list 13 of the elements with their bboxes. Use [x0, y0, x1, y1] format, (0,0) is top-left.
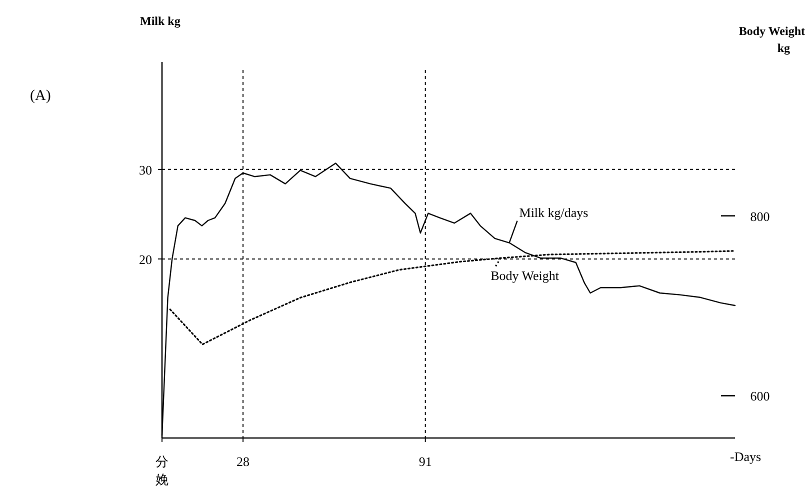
- series-label: Milk kg/days: [519, 204, 588, 220]
- y-tick-label: 30: [139, 162, 152, 178]
- legend-label: Body Weight: [490, 268, 560, 284]
- x-axis-title: -Days: [730, 449, 762, 464]
- y2-tick-label: 600: [750, 388, 770, 404]
- x-tick-label: 91: [418, 454, 432, 469]
- y2-tick-label: 800: [750, 208, 770, 224]
- x-tick-label: 28: [236, 454, 250, 469]
- text: (A): [30, 88, 51, 104]
- y2-axis-title: Body Weight kg: [738, 24, 805, 55]
- x-tick-label: 分娩: [156, 454, 168, 487]
- y-axis-title: Milk kg: [140, 14, 180, 28]
- y-tick-label: 20: [139, 252, 152, 267]
